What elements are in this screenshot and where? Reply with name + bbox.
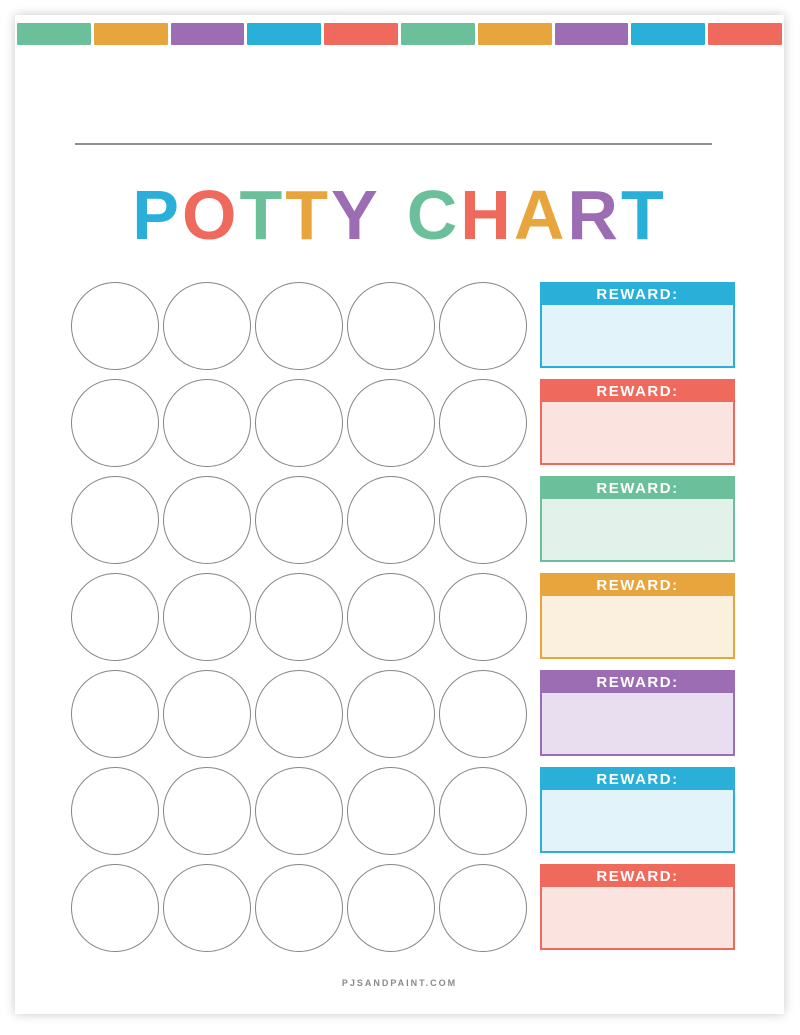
title-letter: P <box>132 176 182 254</box>
reward-writein-area <box>542 693 733 754</box>
reward-box-header: REWARD: <box>542 478 733 499</box>
sticker-circle <box>71 476 159 564</box>
reward-box-header: REWARD: <box>542 769 733 790</box>
title-letter: T <box>620 176 667 254</box>
sticker-circle <box>439 767 527 855</box>
sticker-circle <box>439 379 527 467</box>
color-bar-segment <box>477 23 552 45</box>
sticker-circle <box>71 573 159 661</box>
reward-box-header: REWARD: <box>542 866 733 887</box>
sticker-circle <box>255 379 343 467</box>
title-letter: C <box>406 176 461 254</box>
reward-box: REWARD: <box>540 573 735 659</box>
title-letter: R <box>567 176 621 254</box>
sticker-circle <box>255 476 343 564</box>
sticker-circle-grid <box>71 282 527 952</box>
reward-writein-area <box>542 887 733 948</box>
sticker-circle <box>347 282 435 370</box>
sticker-circle <box>255 670 343 758</box>
sticker-circle <box>71 379 159 467</box>
sticker-circle <box>163 767 251 855</box>
color-bar-segment <box>708 23 782 45</box>
sticker-circle <box>439 476 527 564</box>
reward-writein-area <box>542 790 733 851</box>
color-bar-segment <box>247 23 322 45</box>
title-letter: A <box>513 176 568 254</box>
sticker-circle <box>347 864 435 952</box>
sticker-circle <box>71 864 159 952</box>
reward-label: REWARD: <box>596 383 679 400</box>
reward-box: REWARD: <box>540 864 735 950</box>
reward-box-header: REWARD: <box>542 381 733 402</box>
sticker-circle <box>347 573 435 661</box>
sticker-circle <box>347 379 435 467</box>
reward-label: REWARD: <box>596 771 679 788</box>
footer-credit: PJSANDPAINT.COM <box>341 978 458 988</box>
sticker-circle <box>347 767 435 855</box>
reward-box: REWARD: <box>540 767 735 853</box>
sticker-circle <box>163 476 251 564</box>
sticker-circle <box>439 864 527 952</box>
color-bar-segment <box>17 23 91 45</box>
reward-writein-area <box>542 305 733 366</box>
sticker-circle <box>439 282 527 370</box>
sticker-circle <box>255 767 343 855</box>
sticker-circle <box>163 573 251 661</box>
reward-writein-area <box>542 499 733 560</box>
title-divider <box>75 143 712 145</box>
title-letter: O <box>182 176 240 254</box>
color-bar-segment <box>631 23 706 45</box>
reward-writein-area <box>542 596 733 657</box>
sticker-circle <box>163 282 251 370</box>
sticker-circle <box>255 864 343 952</box>
reward-label: REWARD: <box>596 674 679 691</box>
color-bar-segment <box>170 23 245 45</box>
title-letter: Y <box>330 176 381 254</box>
sticker-circle <box>439 573 527 661</box>
reward-label: REWARD: <box>596 286 679 303</box>
sticker-circle <box>163 864 251 952</box>
sticker-circle <box>255 573 343 661</box>
color-bar-segment <box>324 23 398 45</box>
color-bar-segment <box>554 23 629 45</box>
color-bar-segment <box>93 23 168 45</box>
sticker-circle <box>255 282 343 370</box>
reward-label: REWARD: <box>596 868 679 885</box>
sticker-circle <box>347 476 435 564</box>
reward-box: REWARD: <box>540 670 735 756</box>
reward-box-header: REWARD: <box>542 672 733 693</box>
decorative-color-bar <box>17 23 782 45</box>
reward-box: REWARD: <box>540 379 735 465</box>
reward-box-header: REWARD: <box>542 284 733 305</box>
reward-box: REWARD: <box>540 282 735 368</box>
title-letter: T <box>239 176 286 254</box>
sticker-circle <box>163 379 251 467</box>
reward-box: REWARD: <box>540 476 735 562</box>
sticker-circle <box>71 670 159 758</box>
reward-writein-area <box>542 402 733 463</box>
reward-label: REWARD: <box>596 480 679 497</box>
color-bar-segment <box>400 23 475 45</box>
sticker-circle <box>71 767 159 855</box>
sticker-circle <box>71 282 159 370</box>
sticker-circle <box>163 670 251 758</box>
sticker-circle <box>439 670 527 758</box>
reward-box-header: REWARD: <box>542 575 733 596</box>
title-letter: T <box>285 176 331 254</box>
sticker-circle <box>347 670 435 758</box>
title-letter: H <box>460 176 514 254</box>
reward-label: REWARD: <box>596 577 679 594</box>
